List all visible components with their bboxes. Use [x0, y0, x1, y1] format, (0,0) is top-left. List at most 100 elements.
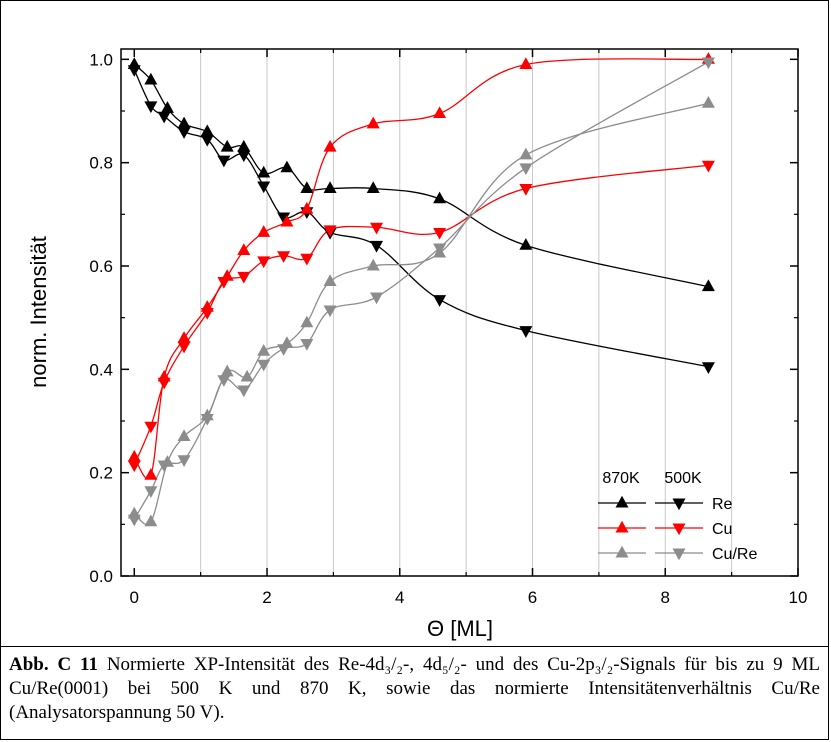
y-tick-label: 0.6: [89, 257, 113, 276]
data-point: [300, 201, 314, 214]
data-point: [200, 413, 214, 426]
data-point: [257, 343, 271, 356]
series-line: [133, 69, 709, 368]
legend-marker: [615, 545, 629, 558]
x-tick-label: 8: [661, 588, 670, 607]
data-point: [177, 455, 191, 468]
data-point: [257, 359, 271, 372]
data-point: [323, 305, 337, 318]
data-point: [257, 256, 271, 269]
x-tick-label: 10: [789, 588, 808, 607]
data-point: [323, 274, 337, 286]
data-point: [200, 124, 214, 137]
data-point: [701, 95, 715, 108]
gridlines: [200, 49, 733, 576]
data-point: [157, 460, 171, 473]
legend-label: Cu: [712, 521, 732, 538]
data-point: [177, 341, 191, 354]
plot-frame: [120, 48, 799, 577]
legend-label: Re: [712, 496, 733, 513]
data-point: [370, 240, 384, 253]
data-point: [237, 150, 251, 163]
series-line: [133, 64, 709, 288]
data-point: [300, 315, 314, 328]
fit-curves: [133, 58, 709, 525]
data-point: [433, 243, 447, 256]
series-line: [133, 61, 709, 520]
data-point: [701, 57, 715, 70]
series-line: [133, 58, 709, 480]
data-point: [144, 486, 158, 499]
data-point: [240, 369, 254, 382]
data-point: [237, 271, 251, 284]
data-point: [277, 251, 291, 263]
x-tick-label: 6: [528, 588, 537, 607]
x-tick-label: 0: [130, 588, 139, 607]
x-tick-label: 2: [262, 588, 271, 607]
x-tick-label: 4: [395, 588, 404, 607]
data-point: [300, 339, 314, 351]
legend-header: 500K: [664, 470, 702, 487]
data-point: [433, 227, 447, 240]
legend-marker: [615, 520, 629, 533]
caption-label: Abb. C 11: [9, 654, 98, 675]
legend-marker: [672, 498, 686, 511]
data-point: [127, 514, 141, 527]
data-point: [127, 65, 141, 77]
data-point: [519, 326, 533, 338]
data-point: [144, 72, 158, 85]
data-markers: [127, 52, 715, 527]
y-tick-label: 0.4: [89, 360, 113, 379]
data-point: [177, 116, 191, 129]
data-point: [519, 163, 533, 176]
data-point: [300, 181, 314, 193]
data-point: [257, 225, 271, 237]
legend-marker: [672, 548, 686, 561]
data-point: [701, 362, 715, 375]
data-point: [144, 421, 158, 434]
y-tick-label: 0.8: [89, 154, 113, 173]
legend-header: 870K: [602, 470, 640, 487]
series-line: [133, 102, 709, 525]
data-point: [144, 101, 158, 114]
y-axis-label: norm. Intensität: [26, 236, 51, 388]
data-point: [217, 155, 231, 168]
data-point: [323, 181, 337, 193]
data-point: [433, 295, 447, 307]
data-point: [277, 344, 291, 356]
data-point: [701, 160, 715, 173]
data-point: [519, 147, 533, 160]
y-tick-label: 0.0: [89, 567, 113, 586]
data-point: [177, 331, 191, 343]
legend-label: Cu/Re: [712, 546, 757, 563]
data-point: [127, 460, 141, 473]
data-point: [200, 134, 214, 147]
data-point: [433, 191, 447, 204]
data-point: [220, 139, 234, 152]
data-point: [257, 181, 271, 194]
legend-marker: [615, 495, 629, 508]
data-point: [217, 375, 231, 387]
data-point: [701, 279, 715, 292]
data-point: [157, 377, 171, 390]
data-point: [217, 277, 231, 289]
data-point: [519, 57, 533, 69]
data-point: [157, 111, 171, 124]
data-point: [237, 385, 251, 398]
data-point: [257, 165, 271, 178]
y-tick-label: 0.2: [89, 464, 113, 483]
figure-caption: Abb. C 11 Normierte XP-Intensität des Re…: [1, 646, 828, 739]
data-point: [280, 214, 294, 227]
data-point: [237, 243, 251, 255]
legend: 870K 500K Re Cu Cu/Re: [598, 470, 757, 563]
legend-marker: [672, 523, 686, 536]
data-point: [519, 184, 533, 196]
data-point: [237, 139, 251, 152]
data-point: [160, 101, 174, 113]
caption-text: Normierte XP-Intensität des Re-4d₃/₂-, 4…: [9, 654, 821, 723]
data-point: [366, 258, 380, 271]
data-point: [323, 225, 337, 238]
y-tick-label: 1.0: [89, 50, 113, 69]
data-point: [366, 116, 380, 129]
